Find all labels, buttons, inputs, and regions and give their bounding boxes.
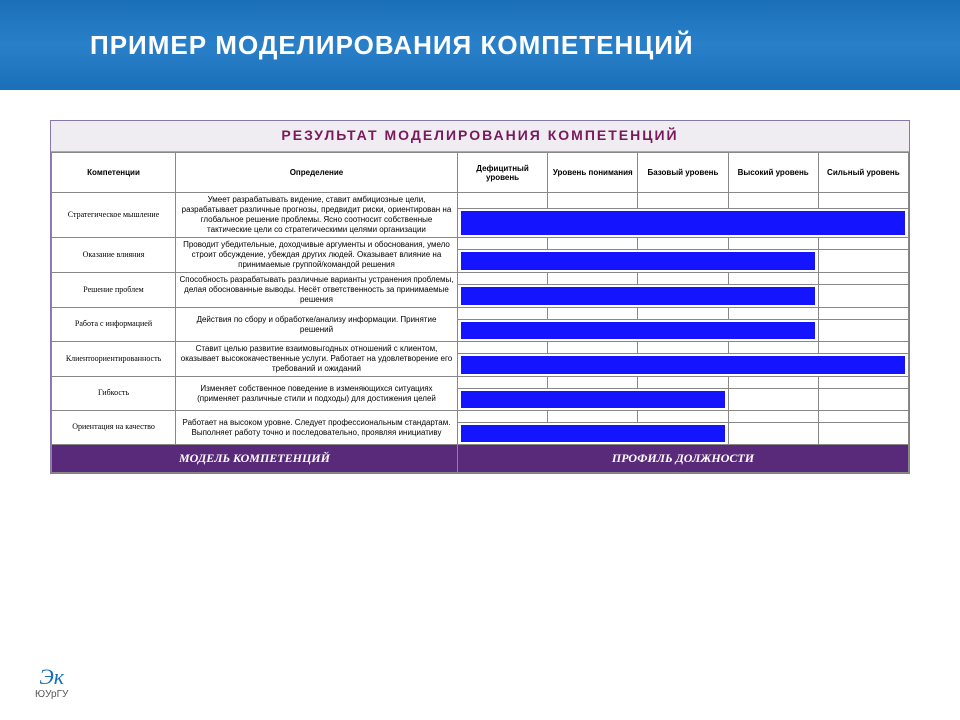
- competency-name: Ориентация на качество: [52, 411, 176, 445]
- col-competency: Компетенции: [52, 153, 176, 193]
- table-row-gap: ГибкостьИзменяет собственное поведение в…: [52, 377, 909, 389]
- level-cell-empty: [818, 389, 908, 411]
- level-cell-gap: [638, 238, 728, 250]
- col-level-4: Сильный уровень: [818, 153, 908, 193]
- level-cell-gap: [728, 273, 818, 285]
- competency-definition: Действия по сбору и обработке/анализу ин…: [176, 308, 458, 342]
- level-cell-empty: [818, 423, 908, 445]
- competency-name: Гибкость: [52, 377, 176, 411]
- level-cell-gap: [548, 411, 638, 423]
- level-cell-gap: [638, 342, 728, 354]
- table-row-gap: КлиентоориентированностьСтавит целью раз…: [52, 342, 909, 354]
- competency-table-container: РЕЗУЛЬТАТ МОДЕЛИРОВАНИЯ КОМПЕТЕНЦИЙ Комп…: [50, 120, 910, 474]
- level-cell-gap: [728, 308, 818, 320]
- logo-mark: Эк: [35, 665, 68, 689]
- level-cell-gap: [548, 342, 638, 354]
- level-cell-gap: [818, 273, 908, 285]
- header-band: ПРИМЕР МОДЕЛИРОВАНИЯ КОМПЕТЕНЦИЙ: [0, 0, 960, 90]
- competency-definition: Изменяет собственное поведение в изменяю…: [176, 377, 458, 411]
- level-cell-gap: [818, 308, 908, 320]
- level-cell-gap: [728, 377, 818, 389]
- level-cell-gap: [638, 308, 728, 320]
- level-bar-cell: [457, 423, 728, 445]
- competency-name: Работа с информацией: [52, 308, 176, 342]
- table-title: РЕЗУЛЬТАТ МОДЕЛИРОВАНИЯ КОМПЕТЕНЦИЙ: [281, 127, 678, 143]
- level-cell-gap: [818, 342, 908, 354]
- level-cell-gap: [548, 308, 638, 320]
- level-bar-cell: [457, 354, 908, 377]
- level-bar: [461, 356, 905, 374]
- level-cell-gap: [728, 238, 818, 250]
- level-cell-gap: [728, 193, 818, 209]
- col-level-3: Высокий уровень: [728, 153, 818, 193]
- table-row-gap: Работа с информациейДействия по сбору и …: [52, 308, 909, 320]
- level-cell-gap: [548, 273, 638, 285]
- level-cell-gap: [457, 377, 547, 389]
- table-row-gap: Оказание влиянияПроводит убедительные, д…: [52, 238, 909, 250]
- footer-row: МОДЕЛЬ КОМПЕТЕНЦИЙ ПРОФИЛЬ ДОЛЖНОСТИ: [52, 445, 909, 473]
- level-cell-gap: [457, 308, 547, 320]
- footer-left: МОДЕЛЬ КОМПЕТЕНЦИЙ: [52, 445, 458, 473]
- col-level-2: Базовый уровень: [638, 153, 728, 193]
- level-cell-empty: [728, 389, 818, 411]
- page-title: ПРИМЕР МОДЕЛИРОВАНИЯ КОМПЕТЕНЦИЙ: [90, 30, 694, 61]
- level-bar-cell: [457, 208, 908, 237]
- level-cell-gap: [638, 273, 728, 285]
- table-title-row: РЕЗУЛЬТАТ МОДЕЛИРОВАНИЯ КОМПЕТЕНЦИЙ: [51, 121, 909, 152]
- level-cell-gap: [638, 411, 728, 423]
- level-cell-gap: [728, 342, 818, 354]
- col-definition: Определение: [176, 153, 458, 193]
- level-cell-empty: [728, 423, 818, 445]
- competency-name: Стратегическое мышление: [52, 193, 176, 238]
- level-cell-gap: [548, 238, 638, 250]
- level-bar: [461, 211, 905, 235]
- level-cell-gap: [457, 342, 547, 354]
- competency-definition: Работает на высоком уровне. Следует проф…: [176, 411, 458, 445]
- competency-definition: Способность разрабатывать различные вари…: [176, 273, 458, 308]
- level-cell-gap: [638, 377, 728, 389]
- footer-right: ПРОФИЛЬ ДОЛЖНОСТИ: [457, 445, 908, 473]
- level-bar-cell: [457, 285, 818, 308]
- logo-text: ЮУрГУ: [35, 689, 68, 700]
- level-bar-cell: [457, 389, 728, 411]
- table-body: Стратегическое мышлениеУмеет разрабатыва…: [52, 193, 909, 445]
- level-cell-gap: [457, 193, 547, 209]
- level-cell-gap: [818, 238, 908, 250]
- level-cell-gap: [548, 193, 638, 209]
- level-bar: [461, 252, 815, 270]
- level-cell-gap: [818, 411, 908, 423]
- level-bar: [461, 425, 725, 442]
- level-bar: [461, 391, 725, 408]
- level-cell-gap: [818, 193, 908, 209]
- competency-name: Оказание влияния: [52, 238, 176, 273]
- competency-definition: Проводит убедительные, доходчивые аргуме…: [176, 238, 458, 273]
- table-row-gap: Ориентация на качествоРаботает на высоко…: [52, 411, 909, 423]
- competency-definition: Ставит целью развитие взаимовыгодных отн…: [176, 342, 458, 377]
- col-level-0: Дефицитный уровень: [457, 153, 547, 193]
- level-cell-gap: [457, 273, 547, 285]
- level-cell-empty: [818, 250, 908, 273]
- table-row-gap: Решение проблемСпособность разрабатывать…: [52, 273, 909, 285]
- level-bar: [461, 287, 815, 305]
- level-cell-empty: [818, 320, 908, 342]
- competency-name: Клиентоориентированность: [52, 342, 176, 377]
- col-level-1: Уровень понимания: [548, 153, 638, 193]
- competency-name: Решение проблем: [52, 273, 176, 308]
- header-row: Компетенции Определение Дефицитный урове…: [52, 153, 909, 193]
- level-cell-gap: [818, 377, 908, 389]
- level-bar: [461, 322, 815, 339]
- level-cell-gap: [457, 238, 547, 250]
- competency-definition: Умеет разрабатывать видение, ставит амби…: [176, 193, 458, 238]
- level-cell-gap: [548, 377, 638, 389]
- level-bar-cell: [457, 320, 818, 342]
- level-cell-empty: [818, 285, 908, 308]
- level-cell-gap: [638, 193, 728, 209]
- logo: Эк ЮУрГУ: [35, 665, 68, 700]
- level-cell-gap: [728, 411, 818, 423]
- competency-table: Компетенции Определение Дефицитный урове…: [51, 152, 909, 473]
- level-bar-cell: [457, 250, 818, 273]
- table-row-gap: Стратегическое мышлениеУмеет разрабатыва…: [52, 193, 909, 209]
- content: РЕЗУЛЬТАТ МОДЕЛИРОВАНИЯ КОМПЕТЕНЦИЙ Комп…: [0, 90, 960, 474]
- level-cell-gap: [457, 411, 547, 423]
